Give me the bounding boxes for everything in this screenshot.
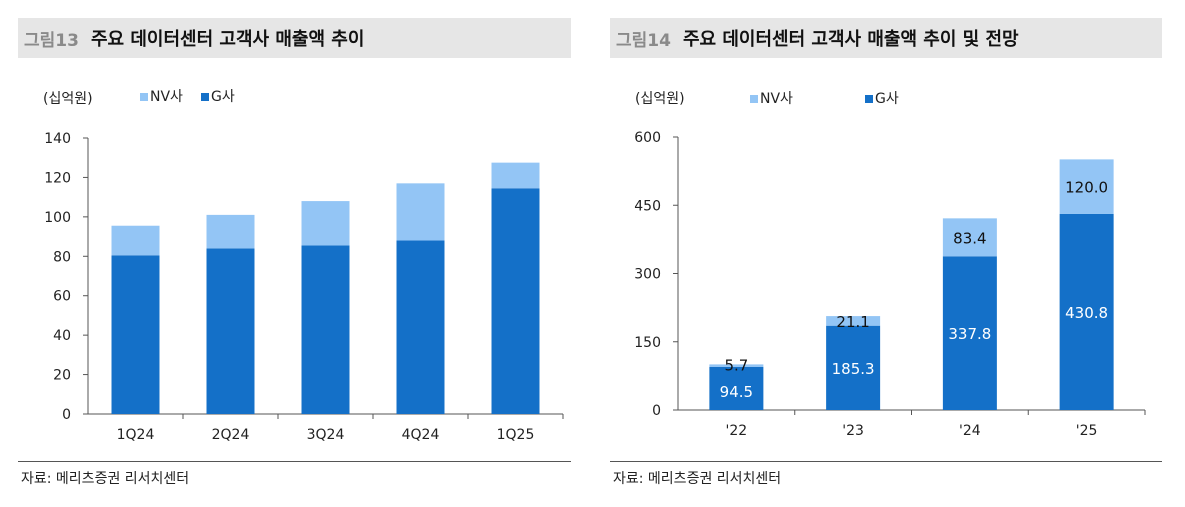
bar-g-'24 bbox=[942, 256, 997, 410]
chart-title: 주요 데이터센터 고객사 매출액 추이 및 전망 bbox=[682, 29, 1019, 50]
bar-g-3Q24 bbox=[301, 245, 350, 414]
x-tick-label: 2Q24 bbox=[212, 427, 250, 443]
unit-label: (십억원) bbox=[43, 91, 93, 107]
bar-nv-2Q24 bbox=[206, 214, 255, 249]
data-label-nv: 120.0 bbox=[1065, 179, 1108, 197]
figure-number: 그림14 bbox=[616, 30, 671, 51]
y-tick-label: 600 bbox=[634, 130, 661, 146]
data-label-g: 337.8 bbox=[948, 325, 991, 343]
y-tick-label: 0 bbox=[62, 407, 71, 423]
chart-canvas: (십억원) NV사 G사 0 150 300 450 600 '22 94.5 5.7 '23 185.… bbox=[634, 91, 1146, 439]
bar-nv-1Q24 bbox=[111, 225, 160, 256]
chart-canvas: (십억원) NV사 G사 0 20 40 60 80 100 120 140 1Q24 2Q24 3Q24… bbox=[43, 89, 564, 443]
data-label-nv: 21.1 bbox=[836, 313, 869, 331]
y-tick-label: 300 bbox=[634, 267, 661, 283]
bar-nv-'25 bbox=[1059, 159, 1114, 214]
y-tick-label: 150 bbox=[634, 335, 661, 351]
x-tick-label: 3Q24 bbox=[307, 427, 345, 443]
legend-label: NV사 bbox=[150, 89, 183, 105]
legend-label: NV사 bbox=[760, 91, 793, 107]
bar-nv-'23 bbox=[826, 316, 881, 326]
x-tick-label: '24 bbox=[959, 423, 981, 439]
divider bbox=[18, 461, 571, 462]
bar-g-'22 bbox=[709, 367, 764, 410]
chart-title-bar: 그림13 주요 데이터센터 고객사 매출액 추이 bbox=[18, 18, 571, 58]
x-tick-label: '22 bbox=[726, 423, 748, 439]
bar-g-4Q24 bbox=[396, 240, 445, 414]
bar-g-2Q24 bbox=[206, 248, 255, 414]
bar-g-'25 bbox=[1059, 213, 1114, 410]
legend-swatch bbox=[140, 93, 148, 101]
figure-number: 그림13 bbox=[24, 30, 79, 51]
data-label-nv: 5.7 bbox=[724, 356, 748, 374]
data-label-nv: 83.4 bbox=[953, 229, 986, 247]
bar-nv-3Q24 bbox=[301, 201, 350, 246]
x-tick-label: 1Q24 bbox=[117, 427, 155, 443]
legend-swatch bbox=[865, 95, 873, 103]
source-note: 자료: 메리츠증권 리서치센터 bbox=[21, 471, 190, 487]
bar-nv-4Q24 bbox=[396, 183, 445, 241]
unit-label: (십억원) bbox=[635, 91, 685, 107]
divider bbox=[610, 461, 1162, 462]
data-label-g: 430.8 bbox=[1065, 304, 1108, 322]
x-tick-label: '23 bbox=[842, 423, 864, 439]
chart-title-bar: 그림14 주요 데이터센터 고객사 매출액 추이 및 전망 bbox=[610, 18, 1162, 58]
y-tick-label: 40 bbox=[53, 328, 71, 344]
bar-nv-'24 bbox=[942, 218, 997, 257]
y-tick-label: 140 bbox=[44, 131, 71, 147]
legend-label: G사 bbox=[875, 91, 899, 107]
bar-g-1Q25 bbox=[491, 188, 540, 414]
bar-g-1Q24 bbox=[111, 255, 160, 414]
bar-nv-1Q25 bbox=[491, 162, 540, 189]
y-tick-label: 0 bbox=[652, 403, 661, 419]
y-tick-label: 450 bbox=[634, 198, 661, 214]
bar-nv-'22 bbox=[709, 364, 764, 368]
y-tick-label: 80 bbox=[53, 249, 71, 265]
chart-panel-1: 그림13 주요 데이터센터 고객사 매출액 추이 (십억원) NV사 G사 0 20 40… bbox=[18, 0, 571, 507]
y-tick-label: 60 bbox=[53, 289, 71, 305]
legend-swatch bbox=[750, 95, 758, 103]
data-label-g: 94.5 bbox=[720, 383, 753, 401]
chart-panel-2: 그림14 주요 데이터센터 고객사 매출액 추이 및 전망 (십억원) NV사 G사… bbox=[610, 0, 1162, 507]
x-tick-label: 1Q25 bbox=[497, 427, 535, 443]
x-tick-label: '25 bbox=[1076, 423, 1098, 439]
x-tick-label: 4Q24 bbox=[402, 427, 440, 443]
data-label-g: 185.3 bbox=[832, 360, 875, 378]
source-note: 자료: 메리츠증권 리서치센터 bbox=[613, 471, 782, 487]
legend-swatch bbox=[201, 93, 209, 101]
y-tick-label: 20 bbox=[53, 368, 71, 384]
y-tick-label: 100 bbox=[44, 210, 71, 226]
bar-g-'23 bbox=[826, 325, 881, 410]
chart-title: 주요 데이터센터 고객사 매출액 추이 bbox=[90, 29, 365, 50]
legend-label: G사 bbox=[211, 89, 235, 105]
y-tick-label: 120 bbox=[44, 170, 71, 186]
